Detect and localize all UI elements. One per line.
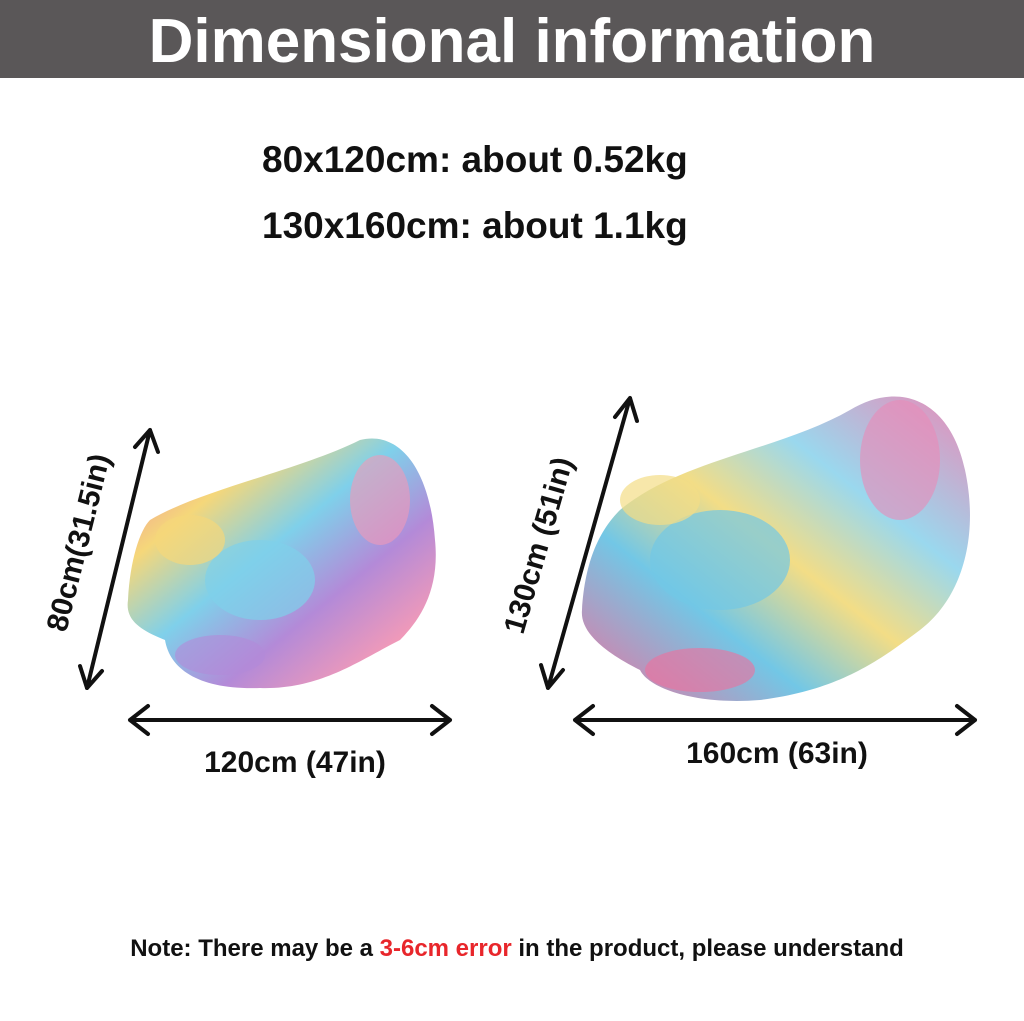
header-title: Dimensional information (149, 7, 876, 76)
note-highlight: 3-6cm error (380, 935, 512, 962)
note: Note: There may be a 3-6cm error in the … (130, 935, 904, 962)
height-label: 130cm (51in) (498, 453, 580, 637)
width-label: 160cm (63in) (686, 737, 868, 770)
blanket-image (127, 438, 436, 689)
weight-line: 80x120cm: about 0.52kg (262, 139, 688, 180)
header-bar (0, 0, 1024, 78)
blanket-image (581, 396, 970, 701)
note-text: in the product, please understand (512, 935, 904, 962)
width-label: 120cm (47in) (204, 746, 386, 779)
weight-line: 130x160cm: about 1.1kg (262, 205, 688, 246)
note-text: Note: There may be a (130, 935, 379, 962)
dimension-arrow (78, 396, 977, 736)
